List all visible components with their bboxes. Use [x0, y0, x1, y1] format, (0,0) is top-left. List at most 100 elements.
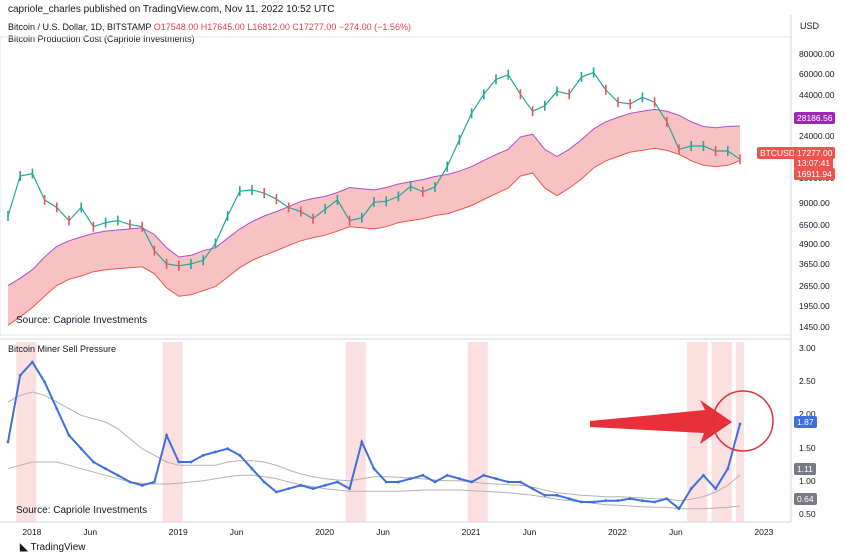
sell-pressure-point: [543, 493, 547, 497]
sell-pressure-point: [311, 487, 315, 491]
x-tick: Jun: [376, 527, 390, 537]
sell-pressure-point: [92, 460, 95, 464]
top-y-tick: 3650.00: [799, 258, 830, 269]
sell-pressure-point: [470, 480, 473, 484]
sell-highlight-band: [345, 342, 366, 522]
sell-pressure-point: [628, 497, 632, 501]
sell-highlight-band: [736, 342, 744, 522]
sell-pressure-point: [67, 433, 71, 437]
sell-pressure-point: [494, 477, 498, 481]
annotation-arrow: [590, 400, 732, 444]
sell-pressure-point: [714, 487, 717, 491]
production-cost-band: [8, 109, 740, 326]
top-y-tick: 1950.00: [799, 301, 830, 312]
top-y-tick: 44000.00: [799, 89, 835, 100]
miner-sell-pressure-line: [7, 360, 741, 511]
sell-pressure-point: [43, 380, 46, 384]
sell-pressure-point: [128, 480, 132, 484]
sell-pressure-point: [555, 493, 559, 497]
sell-pressure-point: [226, 447, 230, 451]
sell-pressure-point: [116, 473, 120, 477]
ma-low-badge: 0.64: [794, 493, 817, 505]
sell-pressure-point: [140, 483, 144, 487]
tv-brand: TradingView: [30, 542, 86, 553]
x-tick: Jun: [83, 527, 98, 537]
bottom-y-tick: 0.50: [799, 509, 816, 520]
sell-pressure-point: [262, 480, 266, 484]
sell-pressure-point: [641, 499, 644, 503]
upper-cost-badge: 28186.56: [794, 112, 836, 124]
sell-pressure-point: [153, 480, 156, 484]
sell-pressure-point: [445, 473, 449, 477]
sell-pressure-point: [177, 460, 181, 464]
x-tick: 2018: [22, 527, 42, 537]
sell-pressure-point: [433, 480, 437, 484]
ma-upper-line: [7, 391, 741, 502]
production-cost-lower-line: [7, 147, 741, 326]
ohlc-values: O17548.00 H17645.00 L16812.00 C17277.00 …: [153, 22, 411, 32]
lower-cost-badge: 16911.94: [794, 168, 835, 180]
bottom-source-label: Source: Capriole Investments: [16, 505, 148, 516]
top-y-tick: 2650.00: [799, 280, 830, 291]
x-tick: Jun: [669, 527, 683, 537]
sell-pressure-point: [238, 453, 242, 457]
price-badge: 17277.00: [794, 147, 836, 159]
sell-pressure-point: [726, 467, 730, 471]
top-y-tick: 80000.00: [799, 49, 835, 60]
sell-pressure-point: [287, 487, 290, 491]
x-tick: 2019: [168, 527, 188, 537]
top-y-tick: 6500.00: [799, 219, 830, 230]
sell-pressure-point: [384, 480, 388, 484]
sell-highlight-band: [16, 342, 37, 522]
bottom-y-tick: 3.00: [799, 342, 816, 353]
sell-pressure-point: [31, 360, 34, 364]
bottom-y-tick: 2.50: [799, 376, 816, 386]
sell-pressure-point: [348, 487, 351, 491]
top-y-tick: 24000.00: [799, 130, 835, 141]
sell-pressure-point: [677, 507, 681, 511]
top-y-tick: 1450.00: [799, 321, 830, 332]
x-tick: 2021: [461, 527, 481, 537]
sell-pressure-badge: 1.87: [794, 416, 817, 428]
sell-pressure-point: [165, 433, 169, 437]
sell-pressure-point: [482, 473, 486, 477]
sell-pressure-point: [299, 483, 303, 487]
sell-pressure-point: [665, 497, 669, 501]
sell-pressure-point: [592, 500, 595, 504]
sell-pressure-point: [214, 450, 217, 454]
sell-highlight-band: [711, 342, 732, 522]
sell-pressure-point: [323, 483, 327, 487]
x-tick: Jun: [229, 527, 244, 537]
sell-pressure-point: [79, 447, 83, 451]
annotation-circle: [712, 390, 774, 452]
top-y-tick: 9000.00: [799, 197, 830, 208]
symbol-name: Bitcoin / U.S. Dollar, 1D, BITSTAMP: [8, 22, 152, 32]
sell-pressure-point: [653, 500, 656, 504]
x-tick: 2020: [315, 527, 335, 537]
sell-pressure-point: [567, 497, 571, 501]
sell-highlight-band: [162, 342, 183, 522]
sell-pressure-point: [689, 487, 693, 491]
x-tick: 2023: [754, 527, 774, 537]
axis-unit: USD: [800, 21, 820, 31]
symbol-badge: BTCUSD: [757, 147, 798, 159]
sell-pressure-point: [616, 499, 620, 503]
sell-pressure-point: [189, 460, 193, 464]
bottom-y-tick: 2.00: [799, 409, 816, 420]
sell-highlight-band: [467, 342, 488, 522]
sell-pressure-point: [201, 453, 205, 457]
sell-pressure-point: [336, 480, 339, 484]
sell-pressure-point: [421, 473, 425, 477]
x-tick: 2022: [608, 527, 627, 537]
sell-pressure-point: [604, 499, 608, 503]
top-y-tick: 60000.00: [799, 68, 835, 79]
sell-pressure-point: [702, 473, 705, 477]
sell-pressure-point: [104, 467, 107, 471]
top-y-tick: 4900.00: [799, 238, 830, 249]
sell-pressure-point: [531, 487, 534, 491]
sell-pressure-point: [6, 440, 10, 444]
sell-pressure-point: [250, 467, 254, 471]
sell-pressure-point: [738, 422, 742, 426]
sell-pressure-point: [409, 477, 412, 481]
